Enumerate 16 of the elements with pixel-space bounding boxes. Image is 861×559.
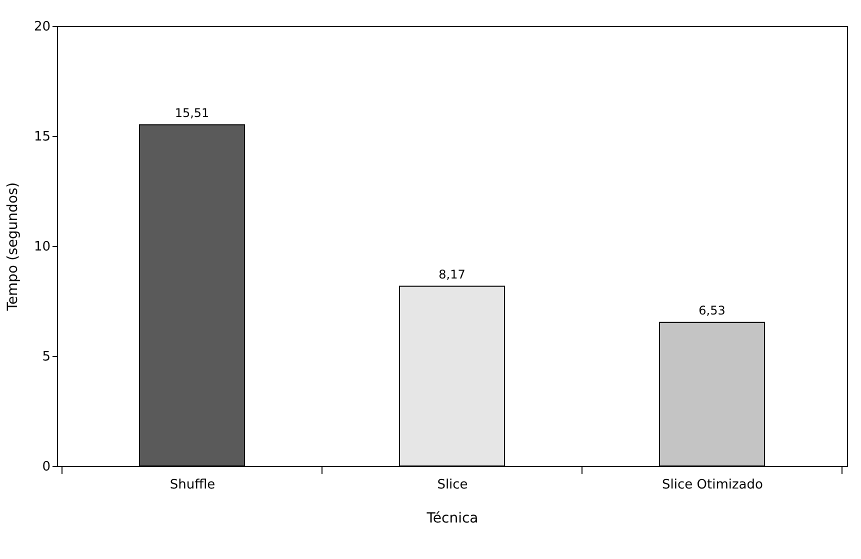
- data-label: 8,17: [438, 267, 466, 282]
- y-tick-label: 0: [42, 460, 50, 474]
- y-axis-title: Tempo (segundos): [4, 182, 21, 312]
- x-tick-label: Slice Otimizado: [662, 478, 764, 492]
- bar: [399, 286, 505, 466]
- bar: [659, 322, 765, 466]
- y-tick-label: 20: [34, 20, 50, 34]
- data-label: 6,53: [698, 303, 726, 318]
- x-tick-label: Slice: [437, 478, 468, 492]
- y-tick-label: 15: [34, 130, 50, 144]
- x-axis-title: Técnica: [426, 510, 478, 526]
- data-label: 15,51: [174, 106, 210, 120]
- x-tick-label: Shuffle: [170, 478, 216, 492]
- y-tick-label: 10: [34, 240, 50, 254]
- bar: [139, 124, 245, 466]
- y-tick-label: 5: [42, 350, 50, 364]
